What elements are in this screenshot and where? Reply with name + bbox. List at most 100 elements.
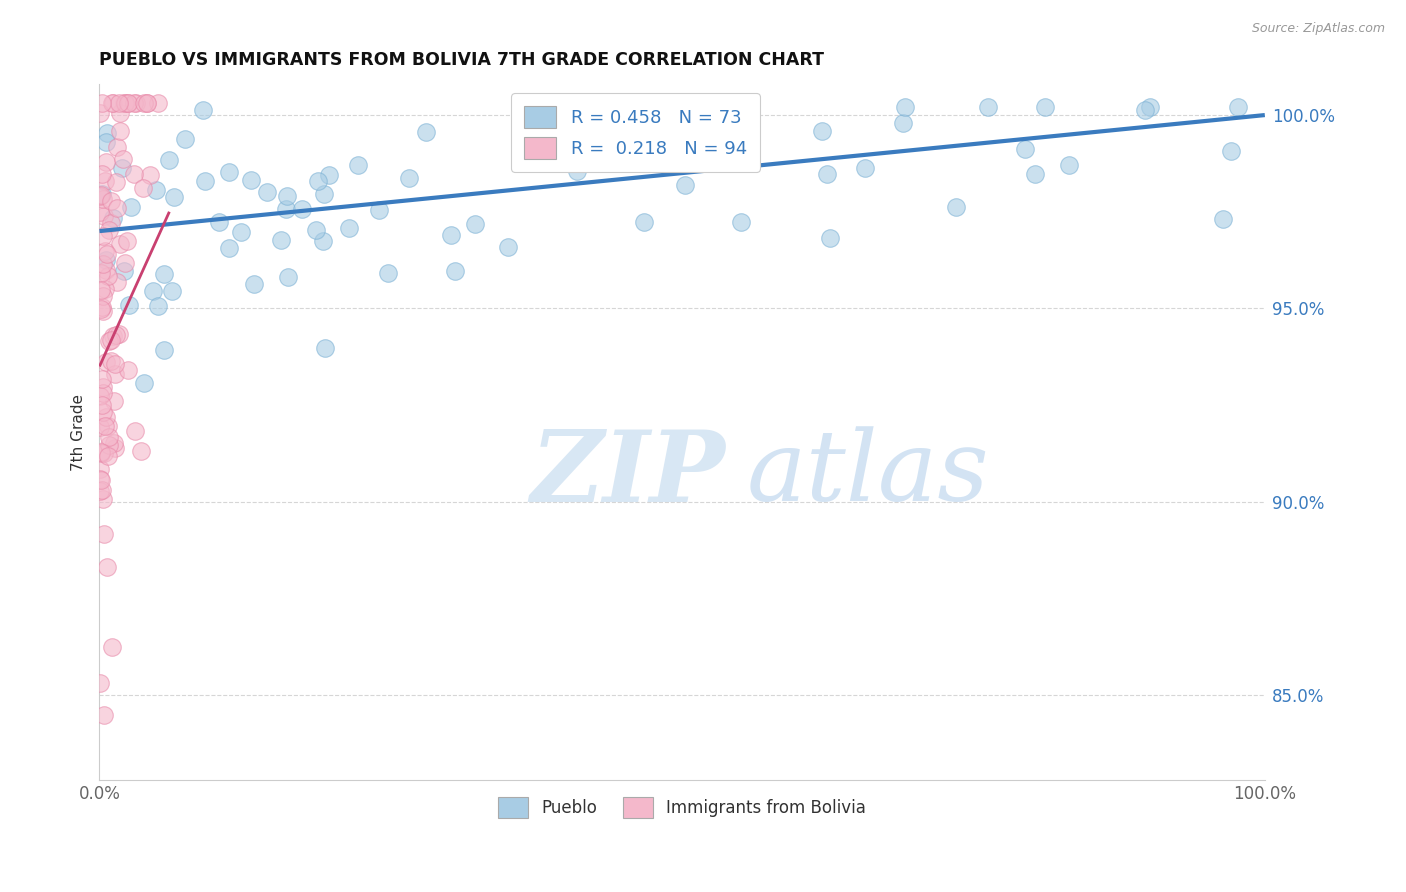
Point (347, 158, 370, 172)
Point (853, 161, 876, 176)
Point (124, 424, 146, 438)
Point (146, 96, 169, 111)
Point (90, 96, 112, 111)
Point (89, 675, 111, 690)
Point (93, 527, 115, 541)
Point (117, 362, 139, 376)
Point (94, 244, 117, 258)
Point (97, 418, 120, 433)
Point (291, 202, 314, 216)
Point (162, 190, 184, 204)
Point (89, 189, 111, 203)
Point (977, 100, 1000, 114)
Point (91, 380, 114, 394)
Point (415, 124, 437, 138)
Point (105, 140, 128, 154)
Point (108, 124, 131, 138)
Y-axis label: 7th Grade: 7th Grade (72, 393, 86, 471)
Point (129, 444, 152, 458)
Point (820, 230, 842, 244)
Point (100, 215, 122, 229)
Point (337, 221, 360, 235)
Point (1014, 142, 1036, 156)
Point (1139, 100, 1161, 114)
Point (117, 96, 139, 111)
Point (96, 559, 118, 574)
Point (277, 269, 299, 284)
Point (93, 210, 115, 224)
Point (132, 181, 155, 195)
Point (94, 262, 117, 277)
Point (94, 173, 117, 187)
Point (90, 188, 112, 202)
Point (132, 96, 155, 111)
Point (90, 446, 112, 460)
Point (274, 202, 297, 216)
Point (243, 277, 266, 291)
Point (148, 299, 170, 313)
Point (464, 217, 486, 231)
Point (122, 96, 145, 111)
Point (100, 194, 122, 208)
Text: PUEBLO VS IMMIGRANTS FROM BOLIVIA 7TH GRADE CORRELATION CHART: PUEBLO VS IMMIGRANTS FROM BOLIVIA 7TH GR… (100, 51, 824, 69)
Text: atlas: atlas (747, 426, 988, 522)
Point (1057, 158, 1080, 172)
Point (120, 201, 142, 215)
Point (90, 167, 112, 181)
Point (208, 215, 231, 229)
Point (89, 106, 111, 120)
Point (136, 96, 159, 111)
Point (444, 264, 467, 278)
Point (90, 371, 112, 385)
Point (312, 234, 335, 248)
Point (595, 116, 617, 130)
Point (314, 341, 336, 355)
Point (103, 96, 125, 111)
Point (124, 167, 146, 181)
Point (134, 376, 156, 390)
Point (94, 419, 117, 434)
Point (111, 161, 134, 176)
Point (105, 201, 128, 215)
Point (101, 329, 124, 343)
Point (673, 178, 696, 192)
Point (90, 300, 112, 314)
Point (90, 444, 112, 458)
Point (567, 163, 589, 178)
Point (91, 229, 114, 244)
Point (157, 153, 180, 167)
Point (90, 187, 112, 202)
Point (104, 441, 127, 455)
Point (103, 436, 125, 450)
Point (96, 253, 118, 268)
Point (108, 96, 131, 111)
Point (93, 304, 115, 318)
Point (160, 284, 183, 298)
Point (256, 186, 278, 200)
Point (111, 153, 134, 167)
Point (89, 462, 111, 476)
Point (89, 389, 111, 403)
Point (112, 96, 135, 111)
Point (730, 146, 752, 161)
Point (93, 446, 115, 460)
Point (110, 106, 132, 120)
Point (945, 201, 967, 215)
Point (105, 275, 128, 289)
Point (893, 116, 915, 130)
Point (218, 165, 240, 179)
Point (93, 385, 115, 400)
Point (498, 240, 520, 254)
Point (96, 247, 118, 261)
Point (218, 241, 240, 255)
Point (105, 175, 128, 189)
Point (91, 405, 114, 419)
Point (1212, 212, 1234, 227)
Point (142, 284, 165, 298)
Point (110, 236, 132, 251)
Point (104, 368, 127, 382)
Point (305, 223, 328, 237)
Point (101, 211, 124, 225)
Point (91, 256, 114, 270)
Point (114, 96, 136, 111)
